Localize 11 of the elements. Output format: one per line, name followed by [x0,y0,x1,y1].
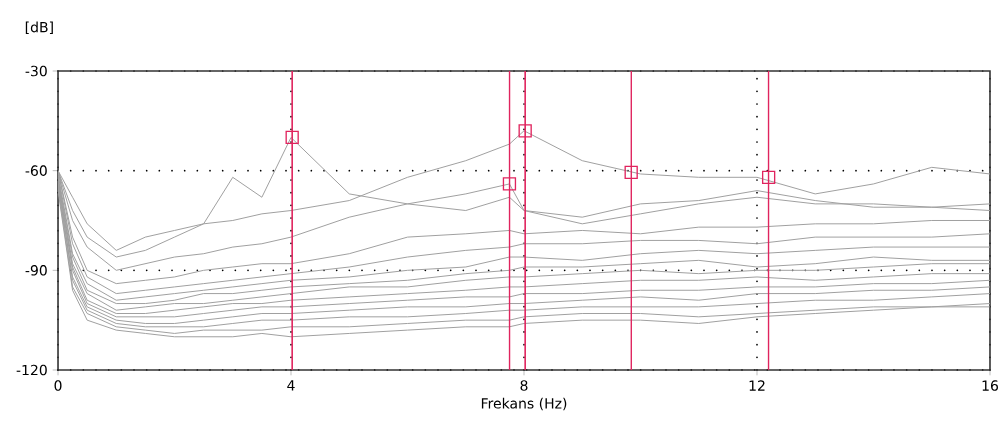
y-tick-label: -60 [25,165,47,176]
x-tick-label: 8 [520,380,528,391]
x-tick-label: 12 [749,380,765,391]
y-tick-label: -120 [16,364,47,376]
y-tick-label: -90 [25,265,47,276]
y-tick-label: -30 [25,65,47,77]
x-tick-label: 16 [982,380,998,391]
x-axis-title: Frekans (Hz) [481,397,567,411]
x-tick-label: 0 [54,380,62,391]
x-tick-label: 4 [287,380,295,391]
y-axis-title: [dB] [25,21,53,35]
